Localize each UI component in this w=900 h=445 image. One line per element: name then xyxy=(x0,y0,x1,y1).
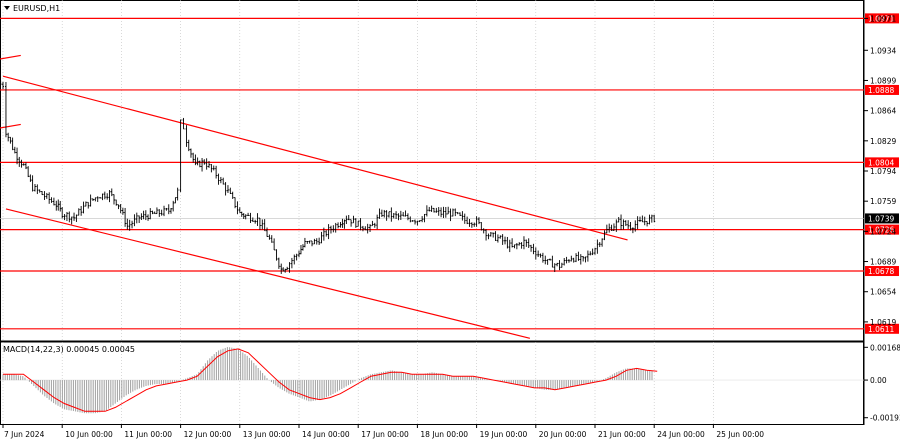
macd-y-tick-label: 0.00 xyxy=(870,376,887,385)
channel-parallel-segment xyxy=(0,54,21,60)
y-tick-label: 1.0934 xyxy=(870,46,896,55)
x-tick-label: 10 Jun 00:00 xyxy=(65,430,113,439)
y-tick-label: 1.0829 xyxy=(870,137,896,146)
level-price-label: 1.0678 xyxy=(868,267,894,276)
macd-y-tick-label: -0.00193 xyxy=(870,414,900,423)
x-tick-label: 18 Jun 00:00 xyxy=(420,430,468,439)
y-tick-label: 1.0619 xyxy=(870,318,896,327)
x-tick-label: 12 Jun 00:00 xyxy=(184,430,232,439)
level-price-label: 1.0971 xyxy=(868,14,894,23)
y-tick-label: 1.0971 xyxy=(870,14,896,23)
x-tick-label: 17 Jun 00:00 xyxy=(361,430,409,439)
x-tick-label: 14 Jun 00:00 xyxy=(302,430,350,439)
macd-y-tick-label: 0.00168 xyxy=(870,343,900,352)
level-price-tag xyxy=(865,157,899,168)
x-tick-label: 11 Jun 00:00 xyxy=(124,430,172,439)
x-tick-label: 24 Jun 00:00 xyxy=(657,430,705,439)
x-tick-label: 13 Jun 00:00 xyxy=(243,430,291,439)
y-tick-label: 1.0724 xyxy=(870,227,896,236)
trend-channel[interactable] xyxy=(0,54,628,339)
current-price-label: 1.0739 xyxy=(868,214,894,223)
level-price-tag xyxy=(865,266,899,277)
y-tick-label: 1.0794 xyxy=(870,167,896,176)
level-price-label: 1.0804 xyxy=(868,158,894,167)
symbol-menu-icon[interactable] xyxy=(4,6,10,10)
grid xyxy=(0,0,864,425)
channel-lower-line xyxy=(5,208,531,339)
y-tick-label: 1.0864 xyxy=(870,107,896,116)
level-price-tag xyxy=(865,323,899,334)
y-tick-label: 1.0899 xyxy=(870,76,896,85)
y-tick-label: 1.0759 xyxy=(870,197,896,206)
level-price-tag xyxy=(865,84,899,95)
level-price-label: 1.0611 xyxy=(868,325,894,334)
y-tick-label: 1.0654 xyxy=(870,288,896,297)
symbol-label: EURUSD,H1 xyxy=(13,4,60,13)
macd-indicator xyxy=(0,347,864,414)
y-tick-label: 1.0689 xyxy=(870,258,896,267)
macd-signal-line xyxy=(3,348,658,412)
channel-parallel-segment xyxy=(0,123,21,129)
level-price-tag xyxy=(865,13,899,24)
horizontal-levels[interactable]: 1.0971 1.0888 1.0804 1.0726 1.0678 1.0611 xyxy=(0,13,899,334)
channel-upper-line xyxy=(2,75,628,241)
level-price-tag xyxy=(865,224,899,235)
x-tick-label: 25 Jun 00:00 xyxy=(716,430,764,439)
chart-frame xyxy=(0,0,864,425)
x-tick-label: 7 Jun 2024 xyxy=(4,430,45,439)
x-tick-label: 19 Jun 00:00 xyxy=(480,430,528,439)
level-price-label: 1.0888 xyxy=(868,86,894,95)
x-tick-label: 21 Jun 00:00 xyxy=(598,430,646,439)
price-series xyxy=(0,80,656,274)
level-price-label: 1.0726 xyxy=(868,226,894,235)
axes: 7 Jun 2024 10 Jun 00:00 11 Jun 00:00 12 Jun… xyxy=(2,14,900,439)
current-price-tag xyxy=(865,213,899,224)
x-tick-label: 20 Jun 00:00 xyxy=(539,430,587,439)
macd-label: MACD(14,22,3) 0.00045 0.00045 xyxy=(3,345,135,354)
